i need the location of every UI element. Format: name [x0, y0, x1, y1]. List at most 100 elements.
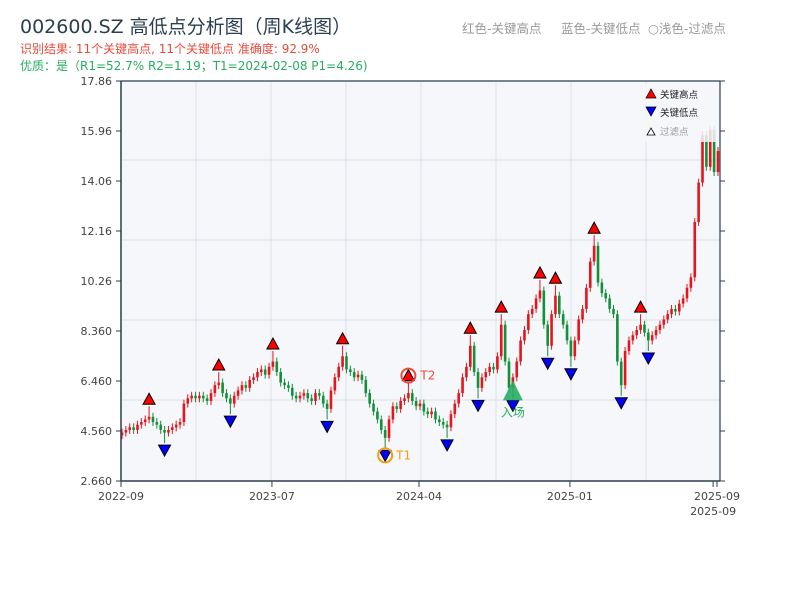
candle-body: [368, 393, 371, 404]
axis-ticks: 17.86 15.96 14.06 12.16 10.26 8.360 6.460 4.560…: [81, 75, 740, 518]
candle-body: [298, 395, 302, 399]
candle-body: [395, 406, 399, 409]
candle-body: [225, 393, 228, 399]
candle-body: [530, 308, 534, 315]
candle-body: [201, 395, 205, 399]
legend-text-filtered: ○浅色-过滤点: [648, 21, 726, 36]
candle-body: [623, 351, 627, 386]
candle-body: [693, 222, 697, 278]
t2-label: T2: [419, 369, 435, 383]
t1-circle: [377, 447, 394, 464]
candle-body: [356, 374, 360, 378]
candle-body: [496, 356, 499, 370]
candle-body: [677, 303, 681, 312]
candle-body: [472, 345, 476, 373]
y-tick-label: 14.06: [81, 175, 113, 188]
candle-body: [712, 129, 716, 173]
candle-body: [240, 385, 244, 391]
key-high-marker: [494, 300, 509, 313]
candle-body: [581, 308, 584, 320]
entry-marker: [502, 380, 523, 401]
candle-body: [186, 398, 190, 404]
key-low-marker: [320, 420, 334, 434]
candle-body: [244, 385, 248, 388]
candle-body: [260, 369, 263, 373]
y-tick-label: 2.660: [81, 475, 113, 488]
candle-body: [232, 395, 236, 404]
candle-body: [569, 340, 573, 357]
candle-body: [554, 295, 557, 315]
candle-body: [360, 374, 364, 380]
candle-body: [283, 382, 286, 386]
candle-body: [376, 411, 379, 420]
candle-body: [391, 406, 395, 420]
candle-body: [314, 393, 317, 401]
x-tick-label: 2025-09: [690, 505, 736, 518]
candle-body: [519, 340, 522, 362]
legend-filtered-label: 过滤点: [660, 126, 689, 138]
candle-body: [499, 324, 503, 357]
candle-body: [708, 129, 712, 167]
candle-body: [573, 340, 577, 357]
y-tick-label: 17.86: [81, 75, 113, 88]
candle-body: [140, 422, 143, 425]
candle-body: [445, 424, 449, 428]
candle-body: [538, 290, 542, 299]
key-high-marker: [533, 265, 547, 279]
x-tick-label: 2024-04: [396, 490, 442, 503]
candle-body: [147, 416, 151, 420]
candle-body: [488, 366, 491, 373]
candle-body: [697, 182, 700, 223]
candle-body: [136, 424, 139, 430]
t1-label: T1: [395, 448, 411, 462]
candle-body: [290, 387, 294, 396]
key-high-marker: [587, 221, 601, 234]
legend-filtered-icon: [646, 127, 656, 136]
key-high-marker: [266, 336, 280, 350]
candle-body: [476, 372, 480, 388]
y-tick-label: 10.26: [81, 275, 113, 288]
candle-body: [163, 429, 166, 433]
x-tick-label: 2023-07: [249, 490, 295, 503]
candle-body: [337, 366, 341, 378]
y-tick-label: 8.360: [81, 325, 113, 338]
x-tick-label: 2022-09: [98, 490, 144, 503]
key-high-marker: [211, 358, 226, 371]
candle-body: [627, 340, 631, 351]
candle-body: [267, 366, 271, 375]
candle-body: [674, 308, 677, 312]
candle-body: [364, 379, 368, 394]
legend-high-icon: [645, 88, 657, 99]
candle-body: [689, 277, 693, 288]
candle-body: [585, 287, 588, 309]
annotations: T1 T2 入场: [377, 367, 525, 464]
key-high-marker: [142, 392, 156, 405]
candle-body: [592, 245, 596, 262]
candle-body: [410, 393, 414, 401]
y-tick-label: 4.560: [81, 425, 113, 438]
key-low-marker: [378, 449, 393, 463]
candle-body: [596, 245, 600, 283]
key-high-marker: [463, 321, 478, 334]
candle-body: [383, 429, 387, 438]
candle-body: [174, 424, 178, 428]
candle-body: [178, 422, 182, 425]
x-tick-label: 2025-09: [694, 490, 740, 503]
candle-body: [643, 324, 646, 333]
candle-body: [480, 377, 484, 388]
candle-body: [705, 135, 708, 167]
candle-body: [318, 393, 321, 396]
candle-body: [650, 335, 654, 341]
key-low-marker: [564, 368, 578, 381]
legend-high-label: 关键高点: [660, 89, 699, 101]
grid: [121, 81, 720, 481]
candle-body: [182, 403, 186, 423]
candle-body: [701, 135, 704, 183]
candle-body: [527, 314, 530, 330]
candle-body: [217, 382, 221, 386]
candle-body: [561, 314, 565, 325]
candle-body: [465, 366, 468, 378]
candle-body: [441, 422, 445, 425]
candle-body: [426, 411, 430, 415]
